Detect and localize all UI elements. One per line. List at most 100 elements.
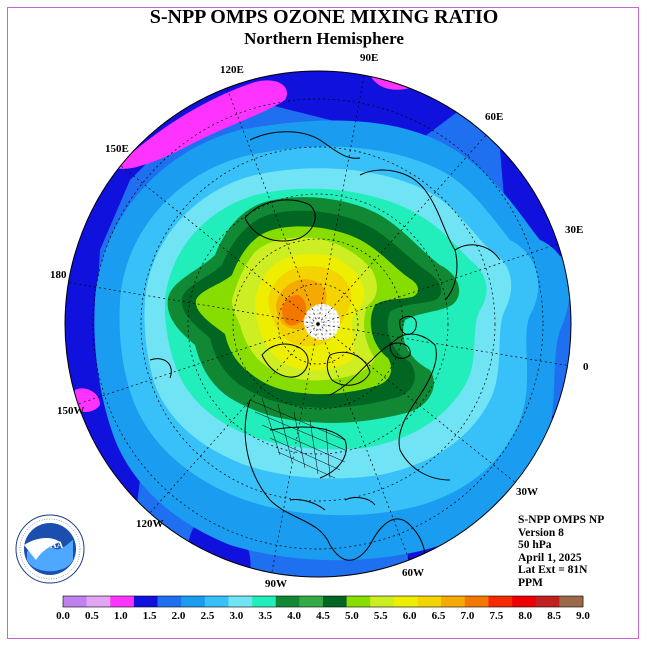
coastline xyxy=(249,131,361,159)
ozone-field xyxy=(65,71,571,577)
colorbar-tick-label: 7.0 xyxy=(461,610,475,622)
lon-label-30e: 30E xyxy=(565,224,583,236)
colorbar-swatch xyxy=(417,596,442,607)
colorbar-swatch xyxy=(133,596,158,607)
lon-label-90e: 90E xyxy=(360,52,378,64)
colorbar-tick-label: 6.0 xyxy=(403,610,417,622)
colorbar-tick-label: 5.5 xyxy=(374,610,388,622)
coastline xyxy=(244,199,316,242)
contour-1-0 xyxy=(115,80,287,169)
colorbar-swatch xyxy=(63,596,87,607)
product-name: S-NPP OMPS NP xyxy=(518,514,605,526)
colorbar-tick-label: 2.5 xyxy=(201,610,215,622)
lon-label-150w: 150W xyxy=(57,405,85,417)
colorbar-tick-label: 7.5 xyxy=(489,610,503,622)
colorbar-swatch xyxy=(323,596,347,607)
latitude-circle xyxy=(92,98,544,550)
meridian xyxy=(140,323,319,524)
lon-label-60w: 60W xyxy=(402,567,424,579)
colorbar-swatch xyxy=(559,596,584,607)
latitude-circle xyxy=(140,146,496,502)
colorbar-swatch xyxy=(181,596,206,607)
colorbar-tick-label: 3.5 xyxy=(258,610,272,622)
colorbar-swatch xyxy=(346,596,371,607)
latitude-circle xyxy=(232,238,404,410)
colorbar-swatch xyxy=(157,596,182,607)
coastline xyxy=(454,244,501,261)
lon-label-180: 180 xyxy=(50,269,67,281)
graticule xyxy=(65,71,571,577)
colorbar-swatch xyxy=(299,596,324,607)
lon-label-150e: 150E xyxy=(105,143,129,155)
coastline xyxy=(261,343,309,378)
lon-label-0: 0 xyxy=(583,361,589,373)
meridian xyxy=(119,164,319,325)
colorbar-swatch xyxy=(370,596,395,607)
colorbar-tick-label: 4.5 xyxy=(316,610,330,622)
latitude-circle xyxy=(187,193,449,455)
lon-label-120e: 120E xyxy=(220,64,244,76)
lon-label-120w: 120W xyxy=(136,518,164,530)
colorbar: 0.0 0.5 1.0 1.5 2.0 2.5 3.0 3.5 4.0 4.5 5.0 5.5 6.0 6… xyxy=(56,595,590,622)
lon-label-90w: 90W xyxy=(265,578,287,590)
latitude-circle xyxy=(277,283,359,365)
colorbar-tick-label: 5.0 xyxy=(345,610,359,622)
colorbar-swatch xyxy=(512,596,537,607)
pole-no-data xyxy=(304,304,340,340)
colorbar-tick-label: 9.0 xyxy=(576,610,590,622)
colorbar-swatch xyxy=(393,596,418,607)
chart-subtitle: Northern Hemisphere xyxy=(244,29,404,48)
colorbar-swatch xyxy=(228,596,253,607)
figure-frame xyxy=(7,7,639,639)
version: Version 8 xyxy=(518,526,564,539)
colorbar-tick-label: 4.0 xyxy=(287,610,301,622)
colorbar-tick-label: 0.5 xyxy=(85,610,99,622)
colorbar-tick-label: 1.0 xyxy=(114,610,128,622)
colorbar-swatch xyxy=(535,596,560,607)
colorbar-swatch xyxy=(110,596,135,607)
meridian xyxy=(317,239,571,325)
colorbar-swatch xyxy=(441,596,466,607)
svg-text:NOAA: NOAA xyxy=(37,540,64,550)
colorbar-swatch xyxy=(488,596,513,607)
coastline xyxy=(329,333,451,481)
colorbar-tick-label: 0.0 xyxy=(56,610,70,622)
coastline xyxy=(149,358,172,379)
colorbar-tick-label: 2.0 xyxy=(172,610,186,622)
colorbar-tick-label: 6.5 xyxy=(432,610,446,622)
info-panel: S-NPP OMPS NP Version 8 50 hPa April 1, … xyxy=(518,514,604,590)
longitude-labels: 90E 60E 30E 0 30W 60W 90W 120W 150W 180 … xyxy=(50,52,589,590)
colorbar-swatch xyxy=(252,596,277,607)
state-grid xyxy=(249,397,346,479)
colorbar-tick-label: 8.5 xyxy=(547,610,561,622)
coastline xyxy=(289,499,326,511)
coastline xyxy=(399,315,417,335)
colorbar-swatch xyxy=(204,596,229,607)
colorbar-tick-label: 8.0 xyxy=(518,610,532,622)
colorbar-tick-label: 1.5 xyxy=(143,610,157,622)
lon-label-60e: 60E xyxy=(485,111,503,123)
contour-1-0 xyxy=(75,388,100,413)
coastline xyxy=(326,351,371,386)
colorbar-border xyxy=(62,595,584,608)
contour-8-0 xyxy=(282,295,306,326)
coastline xyxy=(359,169,458,301)
colorbar-swatch xyxy=(86,596,111,607)
meridian xyxy=(317,124,496,325)
noaa-logo: NOAA xyxy=(15,514,85,584)
meridian xyxy=(65,323,319,409)
chart-title: S-NPP OMPS OZONE MIXING RATIO xyxy=(149,6,499,28)
coastline xyxy=(389,342,411,359)
coastline xyxy=(344,497,376,506)
meridian xyxy=(317,323,517,484)
date: April 1, 2025 xyxy=(518,551,582,564)
coastlines xyxy=(149,131,501,577)
lon-label-30w: 30W xyxy=(516,486,538,498)
coastline xyxy=(244,399,426,577)
colorbar-swatch xyxy=(464,596,489,607)
map-border xyxy=(64,70,572,578)
colorbar-tick-label: 3.0 xyxy=(229,610,243,622)
pressure-level: 50 hPa xyxy=(518,539,552,552)
units: PPM xyxy=(518,576,543,589)
